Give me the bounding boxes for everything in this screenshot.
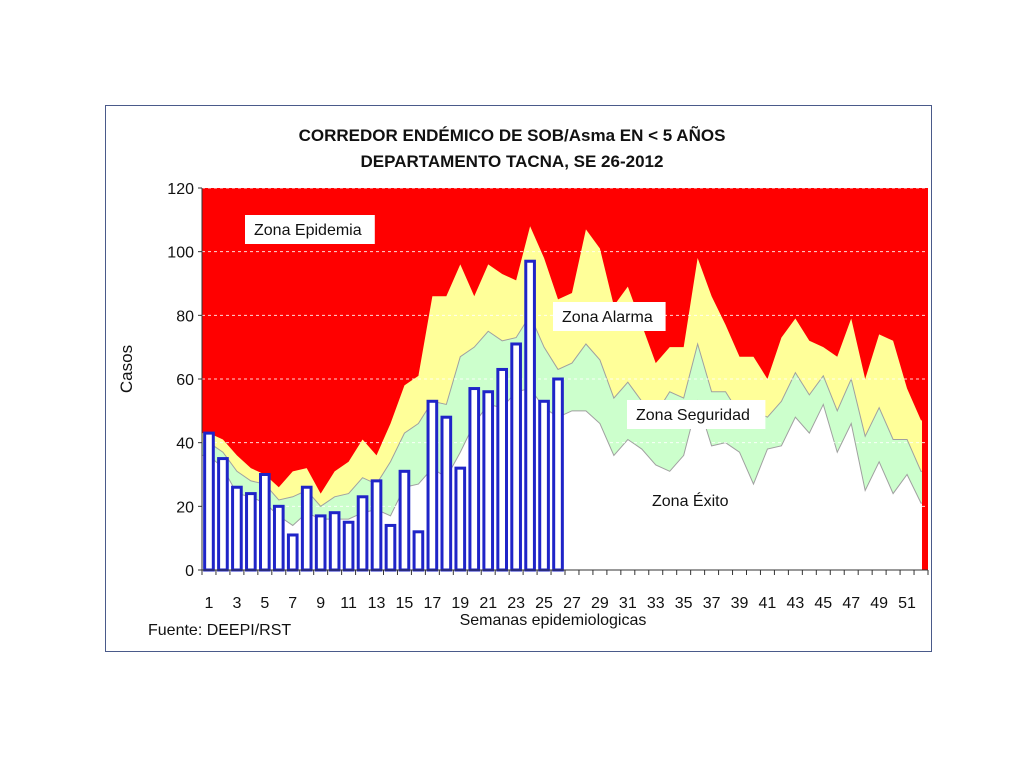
x-tick-label: 11 (340, 595, 357, 612)
bar-week-7 (286, 533, 299, 572)
bar-week-6 (272, 504, 285, 572)
bar-week-13 (370, 479, 383, 572)
label-zona-alarma-text: Zona Alarma (562, 309, 653, 326)
chart-subtitle: DEPARTAMENTO TACNA, SE 26-2012 (360, 152, 664, 171)
label-zona-epidemia-box (245, 215, 375, 244)
x-tick-label: 3 (232, 595, 241, 612)
x-tick-label: 31 (619, 595, 637, 612)
bar-week-5 (258, 473, 271, 572)
bar-week-8 (300, 485, 313, 572)
bar-week-16 (412, 530, 425, 572)
label-zona-seguridad-box (627, 400, 766, 429)
label-zona-exito: Zona Éxito (652, 491, 729, 510)
x-tick-label: 17 (423, 595, 441, 612)
y-tick-label: 100 (167, 245, 194, 262)
x-tick-label: 7 (288, 595, 297, 612)
x-tick-label: 19 (451, 595, 469, 612)
bar-week-19 (454, 466, 467, 572)
bar-week-12 (356, 495, 369, 572)
bar-week-22 (496, 367, 509, 572)
bar-week-15 (398, 469, 411, 572)
bar-week-21 (482, 390, 495, 572)
x-tick-label: 33 (647, 595, 665, 612)
label-zona-epidemia-text: Zona Epidemia (254, 222, 362, 239)
x-tick-label: 51 (898, 595, 916, 612)
bar-week-24 (524, 259, 536, 572)
x-tick-label: 29 (591, 595, 609, 612)
bar-week-17 (426, 399, 439, 572)
zona-seguridad-line (202, 314, 922, 507)
bar-week-3 (231, 485, 243, 572)
y-tick-label: 60 (176, 372, 194, 389)
x-tick-label: 1 (205, 595, 214, 612)
bar-week-14 (384, 523, 397, 572)
chart-title: CORREDOR ENDÉMICO DE SOB/Asma EN < 5 AÑO… (298, 126, 726, 145)
y-tick-label: 20 (176, 499, 194, 516)
bar-week-2 (217, 457, 229, 572)
x-tick-label: 25 (535, 595, 553, 612)
bar-week-23 (510, 342, 522, 572)
x-tick-label: 39 (731, 595, 749, 612)
x-tick-label: 21 (479, 595, 497, 612)
label-zona-epidemia: Zona Epidemia (245, 215, 375, 244)
x-tick-label: 15 (396, 595, 414, 612)
x-tick-label: 37 (703, 595, 721, 612)
y-tick-label: 80 (176, 308, 194, 325)
label-zona-alarma: Zona Alarma (553, 302, 666, 331)
x-tick-label: 5 (260, 595, 269, 612)
bar-week-25 (538, 399, 550, 572)
y-tick-label: 40 (176, 436, 194, 453)
x-tick-label: 47 (842, 595, 860, 612)
source-note: Fuente: DEEPI/RST (148, 622, 292, 639)
bar-week-1 (203, 431, 215, 572)
x-tick-label: 49 (870, 595, 888, 612)
y-tick-label: 0 (185, 563, 194, 580)
label-zona-exito-text: Zona Éxito (652, 491, 729, 510)
bar-week-20 (468, 387, 481, 572)
y-axis-label: Casos (117, 345, 136, 393)
x-tick-label: 41 (759, 595, 777, 612)
bar-week-18 (440, 415, 453, 572)
x-tick-label: 43 (786, 595, 804, 612)
x-tick-label: 9 (316, 595, 325, 612)
x-tick-label: 27 (563, 595, 581, 612)
label-zona-seguridad: Zona Seguridad (627, 400, 766, 429)
x-axis-label: Semanas epidemiologicas (459, 612, 647, 629)
label-zona-alarma-box (553, 302, 666, 331)
x-tick-label: 35 (675, 595, 693, 612)
label-zona-seguridad-text: Zona Seguridad (636, 407, 750, 424)
bar-week-10 (328, 511, 341, 572)
bar-week-4 (245, 492, 257, 572)
bar-week-11 (342, 520, 355, 572)
x-tick-label: 23 (507, 595, 525, 612)
y-tick-label: 120 (167, 181, 194, 198)
bar-week-26 (552, 377, 564, 572)
x-tick-label: 45 (814, 595, 832, 612)
bar-week-9 (314, 514, 327, 572)
x-tick-label: 13 (368, 595, 386, 612)
